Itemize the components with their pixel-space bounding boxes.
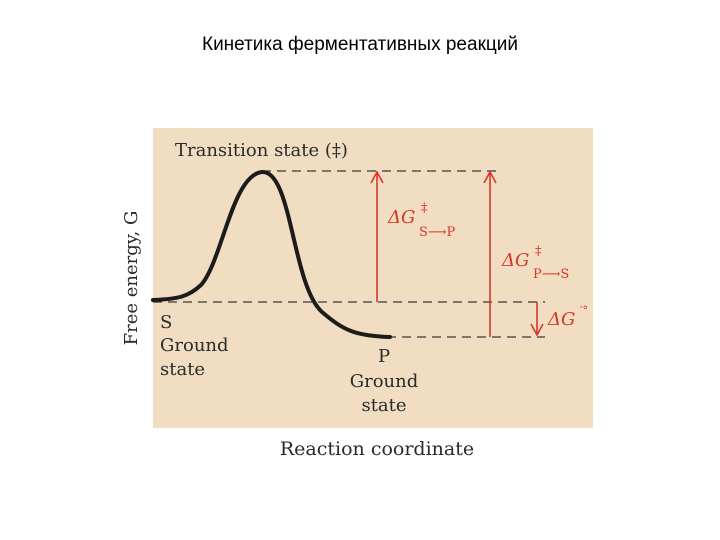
dg-forward-sub: S⟶P: [419, 225, 456, 240]
dg-reverse-arrow: [483, 170, 497, 337]
product-ground-text: Ground: [350, 371, 419, 392]
dg-standard-arrow: [530, 302, 544, 337]
dg-reverse-main: ΔG: [501, 250, 529, 271]
dg-reverse-sub: P⟶S: [533, 267, 569, 282]
y-axis-label: Free energy, G: [121, 211, 142, 346]
x-axis-label: Reaction coordinate: [280, 438, 474, 460]
dg-standard-label: ΔG ′°: [547, 304, 588, 330]
dg-standard-sup: ′°: [580, 304, 588, 317]
dg-reverse-sup: ‡: [535, 244, 542, 259]
substrate-symbol: S: [160, 312, 172, 333]
dg-standard-main: ΔG: [547, 309, 575, 330]
dg-forward-label: ΔG ‡ S⟶P: [387, 201, 456, 240]
substrate-state-text: state: [160, 359, 205, 380]
product-state-text: state: [361, 395, 406, 416]
substrate-ground-text: Ground: [160, 335, 229, 356]
dg-forward-main: ΔG: [387, 207, 415, 228]
slide-title: Кинетика ферментативных реакций: [202, 34, 518, 55]
product-symbol: P: [378, 346, 390, 367]
dg-forward-arrow: [370, 170, 384, 302]
reaction-energy-curve: [151, 169, 392, 339]
transition-state-label: Transition state (‡): [175, 140, 348, 161]
dg-reverse-label: ΔG ‡ P⟶S: [501, 244, 569, 282]
dg-forward-sup: ‡: [421, 201, 428, 216]
